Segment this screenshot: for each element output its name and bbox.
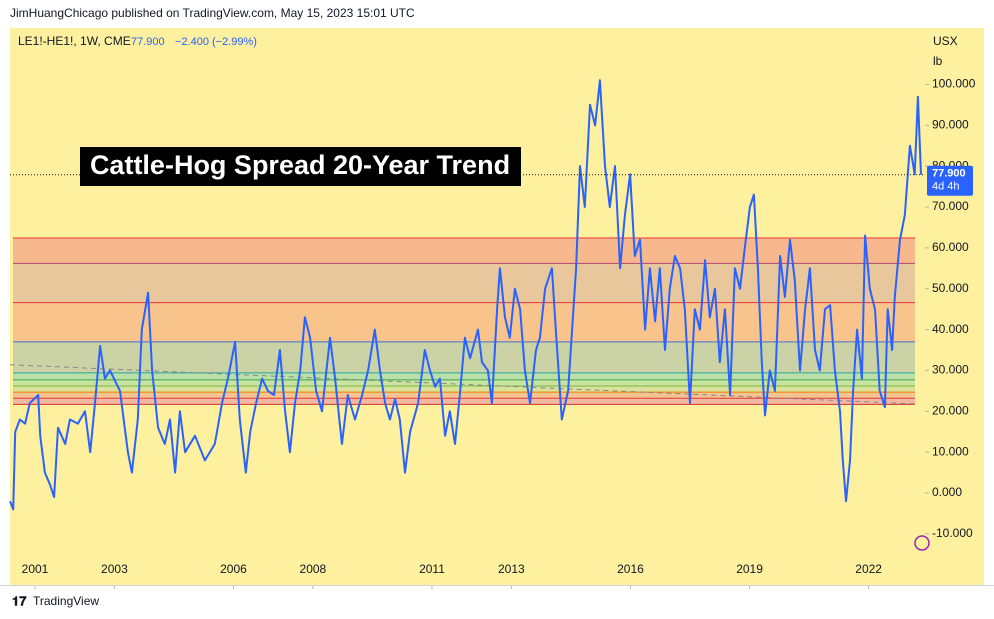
time-axis-border: [0, 585, 994, 586]
level-band: [13, 372, 915, 380]
y-tick-label: 10.000: [932, 444, 969, 458]
y-tick-label: 50.000: [932, 281, 969, 295]
symbol-legend: LE1!-HE1!, 1W, CME: [18, 34, 131, 48]
x-tick-label: 2011: [419, 562, 445, 576]
brand-logo: 𝟏𝟕: [12, 593, 27, 608]
x-tick-label: 2016: [617, 562, 644, 576]
y-tick-label: 40.000: [932, 322, 969, 336]
currency: USX: [933, 34, 958, 48]
x-tick-label: 2022: [855, 562, 882, 576]
x-tick-label: 2001: [22, 562, 49, 576]
y-tick-label: 90.000: [932, 117, 969, 131]
title-box: [80, 147, 521, 186]
chart-title: Cattle-Hog Spread 20-Year Trend: [90, 150, 510, 180]
last-price-label: 77.900: [932, 168, 966, 180]
attribution: JimHuangChicago published on TradingView…: [10, 6, 415, 20]
x-tick-label: 2006: [220, 562, 247, 576]
level-band: [13, 302, 915, 342]
unit: lb: [933, 54, 943, 68]
brand: TradingView: [33, 594, 99, 608]
level-band: [13, 392, 915, 399]
y-tick-label: 30.000: [932, 363, 969, 377]
x-tick-label: 2008: [300, 562, 327, 576]
x-tick-label: 2019: [736, 562, 763, 576]
last-value: 77.900: [131, 36, 165, 48]
level-band: [13, 238, 915, 264]
countdown: 4d 4h: [932, 181, 960, 193]
y-tick-label: 20.000: [932, 403, 969, 417]
y-tick-label: 100.000: [932, 77, 976, 91]
change: −2.400 (−2.99%): [175, 36, 257, 48]
event-icon[interactable]: [914, 535, 930, 551]
level-band: [13, 263, 915, 303]
last-price-box: [927, 165, 973, 196]
level-band: [13, 379, 915, 386]
y-tick-label: -10.000: [932, 526, 973, 540]
level-band: [13, 385, 915, 393]
x-tick-label: 2013: [498, 562, 525, 576]
x-tick-label: 2003: [101, 562, 128, 576]
trend-line: [9, 364, 917, 405]
y-tick-label: 0.000: [932, 485, 962, 499]
level-band: [13, 398, 915, 405]
series-line: [9, 79, 922, 511]
y-tick-label: 70.000: [932, 199, 969, 213]
y-tick-label: 60.000: [932, 240, 969, 254]
